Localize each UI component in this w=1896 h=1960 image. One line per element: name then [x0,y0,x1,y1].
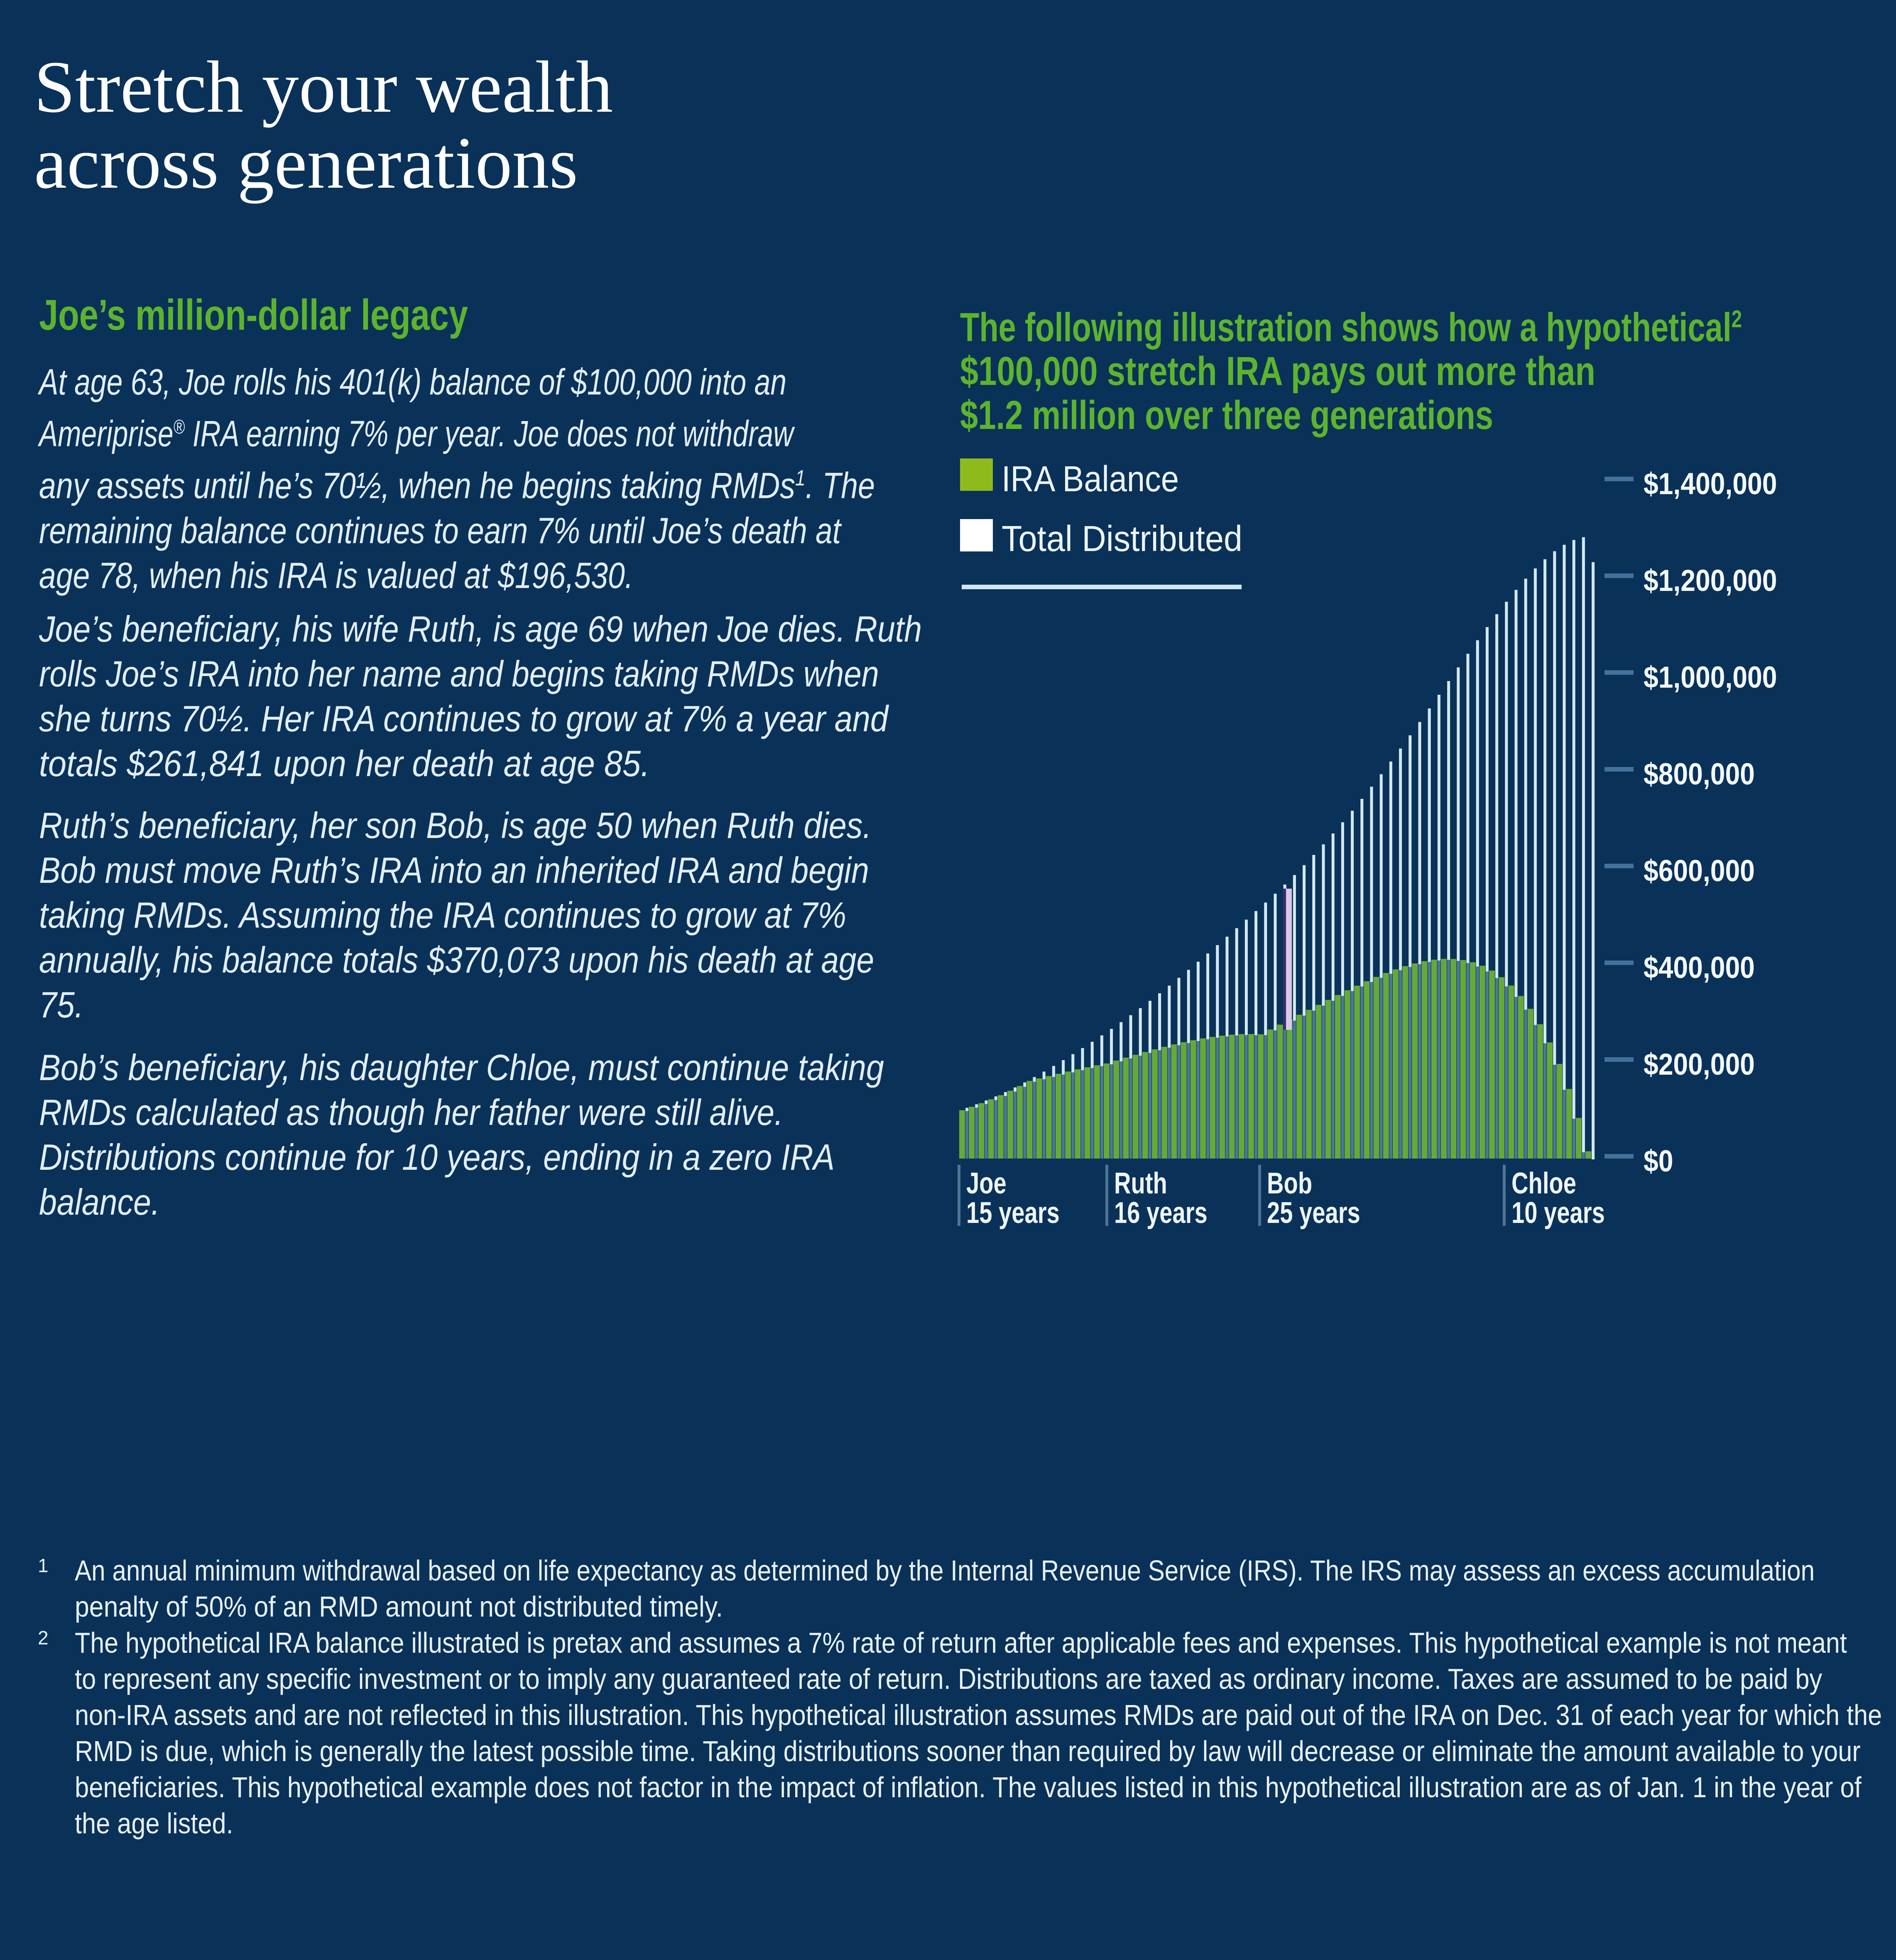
svg-text:Bob: Bob [1267,1166,1312,1200]
svg-text:25 years: 25 years [1267,1196,1360,1229]
svg-text:$1,200,000: $1,200,000 [1644,564,1777,598]
svg-text:$1,000,000: $1,000,000 [1644,660,1777,694]
svg-text:$600,000: $600,000 [1644,854,1755,888]
svg-text:Chloe: Chloe [1511,1166,1576,1200]
svg-text:Joe: Joe [966,1166,1007,1200]
svg-text:$200,000: $200,000 [1644,1047,1755,1081]
svg-text:$400,000: $400,000 [1644,951,1755,985]
svg-text:$1,400,000: $1,400,000 [1644,467,1777,501]
svg-text:$800,000: $800,000 [1644,757,1755,791]
svg-text:$0: $0 [1644,1144,1673,1178]
svg-text:Ruth: Ruth [1114,1166,1167,1200]
svg-text:16 years: 16 years [1114,1196,1208,1229]
svg-text:15 years: 15 years [966,1196,1060,1229]
svg-text:10 years: 10 years [1511,1196,1605,1229]
